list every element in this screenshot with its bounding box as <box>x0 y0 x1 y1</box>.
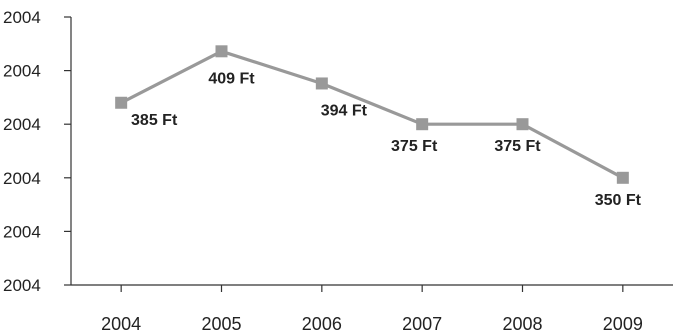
data-label: 394 Ft <box>321 102 368 119</box>
y-axis-ticks: 2004 2004 2004 2004 2004 2004 <box>3 8 71 295</box>
x-tick-label: 2006 <box>302 314 342 334</box>
y-tick-label: 2004 <box>3 222 41 241</box>
y-tick-label: 2004 <box>3 62 41 81</box>
data-point-marker <box>315 77 328 90</box>
data-point-marker <box>115 96 128 109</box>
x-tick-label: 2005 <box>201 314 241 334</box>
data-label: 375 Ft <box>494 138 541 155</box>
axes <box>70 17 673 286</box>
y-tick-label: 2004 <box>3 169 41 188</box>
x-tick-label: 2008 <box>502 314 542 334</box>
y-tick-label: 2004 <box>3 115 41 134</box>
data-label: 409 Ft <box>208 70 255 87</box>
series-line <box>120 49 624 180</box>
data-label: 375 Ft <box>391 138 438 155</box>
x-tick-label: 2009 <box>603 314 643 334</box>
data-labels: 385 Ft 409 Ft 394 Ft 375 Ft 375 Ft 350 Ft <box>131 70 642 208</box>
data-label: 350 Ft <box>595 192 642 209</box>
x-tick-label: 2004 <box>101 314 141 334</box>
y-tick-label: 2004 <box>3 276 41 295</box>
data-point-marker <box>516 118 529 131</box>
x-tick-label: 2007 <box>402 314 442 334</box>
y-tick-label: 2004 <box>3 8 41 27</box>
data-point-marker <box>416 118 429 131</box>
data-label: 385 Ft <box>131 112 178 129</box>
data-point-marker <box>215 45 228 58</box>
data-point-marker <box>616 171 629 184</box>
series-group <box>115 45 629 184</box>
x-axis-ticks: 2004 2005 2006 2007 2008 2009 <box>101 285 643 334</box>
